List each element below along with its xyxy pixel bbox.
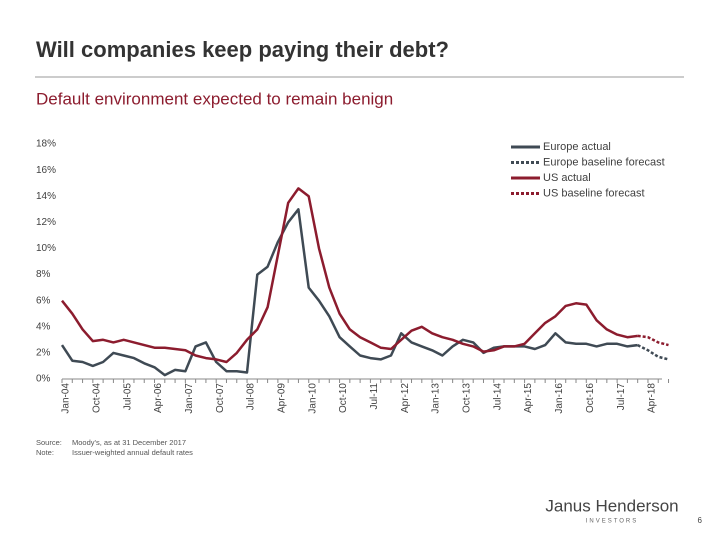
series-line bbox=[61, 187, 638, 364]
y-tick-label: 4% bbox=[36, 321, 51, 332]
y-tick-label: 10% bbox=[36, 243, 56, 254]
brand-sub: INVESTORS bbox=[586, 519, 639, 525]
x-tick-label: Jul-08 bbox=[246, 383, 257, 411]
x-tick-label: Jul-17 bbox=[616, 383, 627, 411]
y-tick-label: 14% bbox=[36, 191, 56, 202]
y-tick-label: 18% bbox=[36, 139, 56, 150]
legend-label: US actual bbox=[543, 172, 591, 184]
series-line bbox=[637, 334, 669, 347]
x-tick-label: Apr-09 bbox=[277, 383, 288, 413]
slide-title: Will companies keep paying their debt? bbox=[36, 37, 449, 62]
x-tick-label: Jan-16 bbox=[554, 383, 565, 414]
legend-label: Europe actual bbox=[543, 141, 611, 153]
legend-label: Europe baseline forecast bbox=[543, 156, 665, 168]
x-tick-label: Apr-06 bbox=[153, 383, 164, 413]
series-line bbox=[60, 208, 638, 377]
x-tick-label: Oct-10 bbox=[338, 383, 349, 413]
x-tick-label: Apr-12 bbox=[400, 383, 411, 413]
x-tick-label: Jan-13 bbox=[431, 383, 442, 414]
x-tick-label: Jan-04 bbox=[61, 383, 72, 414]
y-tick-label: 8% bbox=[36, 269, 51, 280]
x-tick-label: Jan-07 bbox=[184, 383, 195, 414]
brand: Janus Henderson bbox=[545, 496, 678, 515]
x-tick-label: Jul-05 bbox=[122, 383, 133, 411]
x-tick-label: Oct-07 bbox=[215, 383, 226, 413]
note-text: Moody's, as at 31 December 2017 bbox=[72, 438, 186, 447]
x-tick-label: Jul-14 bbox=[492, 383, 503, 411]
x-tick-label: Apr-18 bbox=[647, 383, 658, 413]
x-tick-label: Oct-16 bbox=[585, 383, 596, 413]
x-tick-label: Apr-15 bbox=[523, 383, 534, 413]
page-number: 6 bbox=[698, 516, 703, 525]
y-tick-label: 2% bbox=[36, 348, 51, 359]
x-tick-label: Oct-04 bbox=[91, 383, 102, 413]
subtitle: Default environment expected to remain b… bbox=[36, 89, 393, 108]
y-tick-label: 0% bbox=[36, 374, 51, 385]
note-label: Note: bbox=[36, 448, 54, 457]
x-tick-label: Oct-13 bbox=[462, 383, 473, 413]
note-text: Issuer-weighted annual default rates bbox=[72, 448, 193, 457]
series-line bbox=[637, 343, 669, 361]
y-tick-label: 16% bbox=[36, 165, 56, 176]
x-tick-label: Jul-11 bbox=[369, 383, 380, 410]
y-tick-label: 12% bbox=[36, 217, 56, 228]
note-label: Source: bbox=[36, 438, 62, 447]
y-tick-label: 6% bbox=[36, 295, 51, 306]
legend-label: US baseline forecast bbox=[543, 187, 645, 199]
x-tick-label: Jan-10 bbox=[307, 383, 318, 414]
